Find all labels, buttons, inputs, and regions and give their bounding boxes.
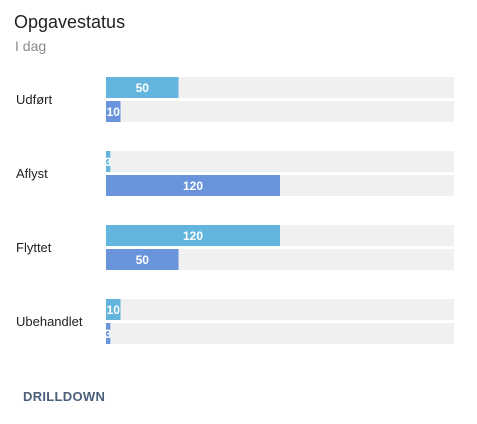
bar-track	[106, 77, 454, 98]
bar[interactable]	[106, 299, 121, 320]
category-label: Ubehandlet	[16, 314, 83, 329]
drilldown-button[interactable]: DRILLDOWN	[23, 389, 106, 404]
bar-track	[106, 249, 454, 270]
bar-value-label: 10	[107, 105, 121, 119]
bar-group: Aflyst 3 120	[16, 151, 454, 196]
bar-value-label: 50	[136, 253, 150, 267]
bar-value-label: 50	[136, 81, 150, 95]
category-label: Flyttet	[16, 240, 52, 255]
bar-value-label: 3	[105, 155, 112, 169]
bar-value-label: 3	[105, 327, 112, 341]
bar[interactable]	[106, 151, 111, 172]
bar[interactable]	[106, 323, 111, 344]
bar-group: Flyttet 120 50	[16, 225, 454, 270]
bar-track	[106, 101, 454, 122]
bar[interactable]	[106, 77, 179, 98]
bar-group: Udført 50 10	[16, 77, 454, 122]
category-label: Aflyst	[16, 166, 48, 181]
bar[interactable]	[106, 225, 280, 246]
bar-group: Ubehandlet 10 3	[16, 299, 454, 344]
bar[interactable]	[106, 101, 121, 122]
bar-value-label: 120	[183, 179, 203, 193]
bar[interactable]	[106, 249, 179, 270]
card-title: Opgavestatus	[14, 12, 126, 32]
bar-track	[106, 299, 454, 320]
bar[interactable]	[106, 175, 280, 196]
category-label: Udført	[16, 92, 53, 107]
bar-value-label: 10	[107, 303, 121, 317]
bar-track	[106, 323, 454, 344]
bar-value-label: 120	[183, 229, 203, 243]
card-subtitle: I dag	[15, 38, 47, 54]
bar-track	[106, 151, 454, 172]
